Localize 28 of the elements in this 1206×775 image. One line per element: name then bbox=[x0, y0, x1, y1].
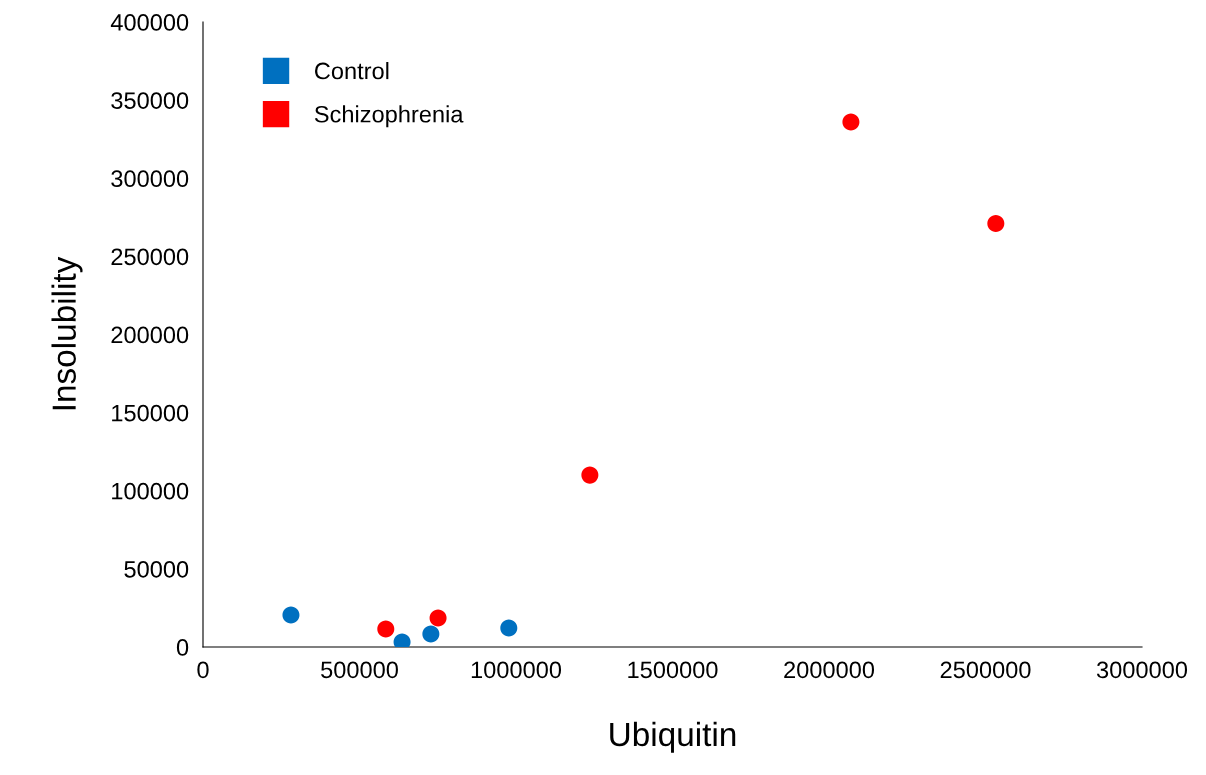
legend-label: Schizophrenia bbox=[314, 105, 464, 128]
y-tick-label: 250000 bbox=[111, 248, 189, 266]
legend-label: Control bbox=[315, 62, 389, 80]
x-axis-title: Ubiquitin bbox=[610, 721, 736, 753]
point bbox=[377, 620, 395, 638]
y-tick-label: 50000 bbox=[124, 560, 189, 578]
y-tick-label: 150000 bbox=[112, 404, 189, 422]
point bbox=[282, 606, 300, 624]
x-tick-label: 3000000 bbox=[1096, 661, 1188, 679]
x-tick-label: 2000000 bbox=[784, 661, 875, 679]
point bbox=[500, 619, 518, 637]
point bbox=[842, 113, 860, 131]
x-tick-label: 500000 bbox=[321, 661, 398, 679]
point bbox=[422, 625, 440, 643]
y-tick-label: 400000 bbox=[110, 14, 189, 31]
x-tick-label: 1500000 bbox=[628, 661, 718, 679]
y-tick-label: 300000 bbox=[111, 170, 189, 188]
point bbox=[429, 609, 447, 627]
y-tick-label: 200000 bbox=[111, 326, 189, 344]
y-axis-title: Insolubility bbox=[51, 256, 83, 410]
y-tick-label: 0 bbox=[176, 639, 189, 656]
point bbox=[987, 215, 1005, 233]
point bbox=[581, 466, 599, 484]
x-tick-label: 0 bbox=[197, 661, 209, 679]
x-tick-label: 1000000 bbox=[471, 661, 562, 679]
x-tick-label: 2500000 bbox=[940, 661, 1031, 679]
y-tick-label: 100000 bbox=[112, 482, 189, 500]
y-tick-label: 350000 bbox=[111, 92, 189, 109]
